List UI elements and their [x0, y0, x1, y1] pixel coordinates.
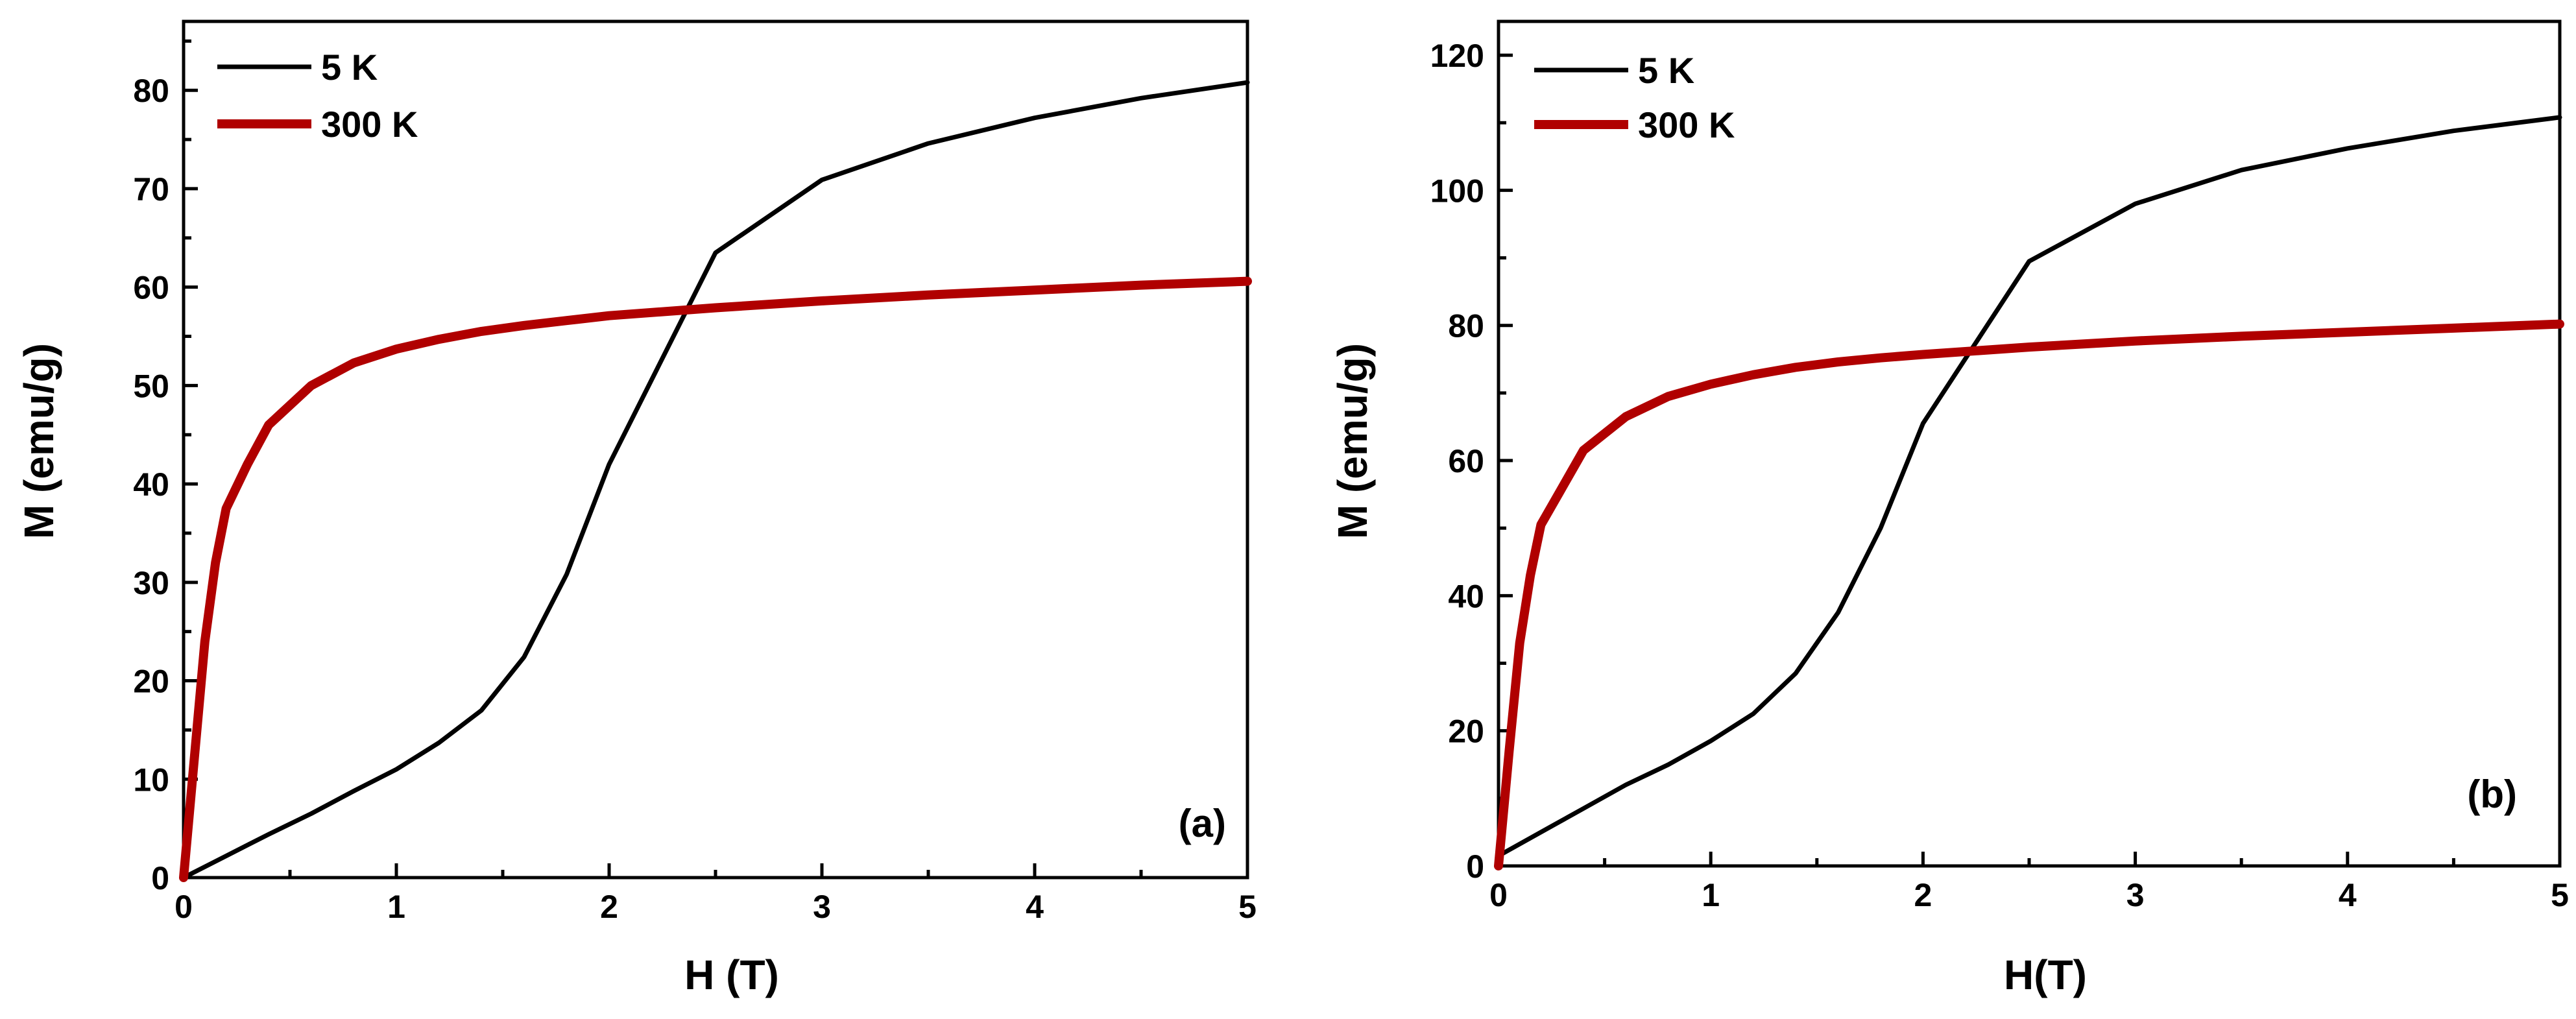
panel-a-y-tick-label: 60: [133, 270, 169, 306]
panel-a-x-axis-title: H (T): [684, 952, 779, 998]
panel-a-y-tick-label: 0: [151, 860, 169, 896]
panel-b-x-tick-label: 3: [2126, 877, 2145, 913]
panel-b-y-tick-label: 40: [1448, 578, 1484, 614]
panel-a-y-tick-label: 40: [133, 466, 169, 503]
panel-b-series-300k-line: [1494, 319, 2564, 870]
panel-b-plot-area: 0 1 2 3 4 5 0 20 40 60 80 100 120: [1430, 19, 2569, 913]
panel-b-legend: 5 K 300 K: [1534, 50, 1735, 145]
panel-b-x-tick-label: 5: [2551, 877, 2569, 913]
panel-b-x-tick-label: 4: [2339, 877, 2357, 913]
panel-a-series-5k-line: [181, 80, 1250, 880]
panel-a-y-axis-title: M (emu/g): [16, 343, 62, 539]
panel-a-legend-label-5k: 5 K: [321, 47, 378, 88]
panel-a-label: (a): [1179, 802, 1226, 845]
panel-a-legend-label-300k: 300 K: [321, 104, 418, 145]
panel-a-series-300k-line: [179, 276, 1252, 882]
panel-b-y-tick-label: 100: [1430, 173, 1484, 209]
panel-b-label: (b): [2467, 773, 2517, 816]
panel-b-y-tick-label: 120: [1430, 38, 1484, 74]
panel-a-x-tick-label: 0: [175, 889, 193, 925]
panel-a-y-tick-label: 10: [133, 761, 169, 798]
panel-b-x-tick-label: 1: [1702, 877, 1720, 913]
panel-a-y-tick-label: 70: [133, 171, 169, 208]
panel-a-y-tick-label: 80: [133, 73, 169, 109]
panel-b-series-5k-line: [1496, 115, 2562, 858]
panel-b-x-tick-label: 0: [1489, 877, 1508, 913]
panel-a-y-tick-label: 30: [133, 565, 169, 601]
panel-b-legend-label-300k: 300 K: [1638, 104, 1735, 145]
panel-a-x-tick-label: 1: [387, 889, 405, 925]
panel-b-y-tick-label: 0: [1466, 848, 1484, 885]
panel-b-y-tick-label: 60: [1448, 443, 1484, 479]
panel-a-y-tick-label: 20: [133, 664, 169, 700]
panel-b-y-tick-label: 80: [1448, 308, 1484, 344]
panel-b-y-tick-label: 20: [1448, 713, 1484, 750]
panel-b: 0 1 2 3 4 5 0 20 40 60 80 100 120 H(T) M (emu/g) (b)…: [1329, 19, 2569, 998]
panel-a-x-tick-label: 5: [1238, 889, 1257, 925]
panel-a-y-tick-label: 50: [133, 368, 169, 404]
panel-a-frame: [182, 19, 1249, 880]
panel-a-legend: 5 K 300 K: [217, 47, 418, 145]
panel-a-x-tick-label: 2: [600, 889, 618, 925]
panel-b-legend-label-5k: 5 K: [1638, 50, 1694, 91]
panel-b-x-tick-label: 2: [1914, 877, 1932, 913]
panel-b-x-axis-title: H(T): [2004, 952, 2087, 998]
panel-a-x-tick-label: 3: [813, 889, 831, 925]
panel-b-frame: [1497, 19, 2562, 868]
panel-a-x-tick-label: 4: [1026, 889, 1044, 925]
panel-b-y-axis-title: M (emu/g): [1329, 343, 1376, 539]
